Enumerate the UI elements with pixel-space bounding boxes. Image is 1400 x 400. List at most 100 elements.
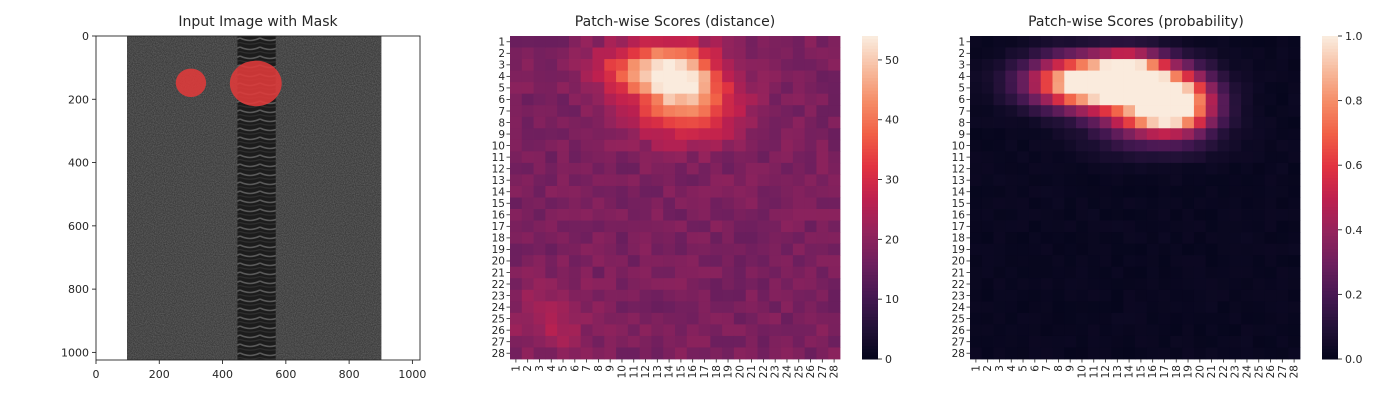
heatmap-cell — [1229, 185, 1242, 198]
heatmap-cell — [568, 139, 582, 152]
heatmap-cell — [722, 174, 735, 187]
heatmap-cell — [1229, 82, 1242, 95]
heatmap-cell — [1135, 185, 1148, 198]
heatmap-cell — [557, 36, 570, 48]
heatmap-cell — [639, 220, 652, 233]
heatmap-cell — [651, 312, 664, 325]
heatmap-cell — [804, 278, 817, 291]
heatmap-cell — [698, 232, 711, 245]
colorbar-segment — [862, 271, 878, 276]
heatmap-cell — [663, 289, 676, 302]
heatmap-cell — [828, 139, 841, 152]
heatmap-cell — [816, 70, 829, 83]
heatmap-cell — [639, 347, 652, 360]
heatmap-cell — [804, 347, 817, 360]
colorbar-segment — [862, 313, 878, 318]
heatmap-cell — [580, 324, 593, 337]
heatmap-cell — [1229, 232, 1242, 245]
heatmap-cell — [1241, 128, 1254, 141]
heatmap-cell — [1264, 59, 1277, 72]
heatmap-cell — [592, 220, 605, 233]
heatmap-cell — [981, 162, 994, 175]
heatmap-cell — [627, 301, 641, 314]
heatmap-y-tick-label: 17 — [492, 221, 505, 233]
heatmap-cell — [1052, 70, 1065, 83]
colorbar-segment — [1322, 262, 1338, 266]
heatmap-cell — [781, 324, 794, 337]
colorbar-segment — [1322, 223, 1338, 228]
heatmap-cell — [545, 174, 558, 187]
heatmap-cell — [769, 36, 782, 48]
heatmap-cell — [1111, 243, 1124, 256]
heatmap-cell — [1217, 47, 1230, 60]
heatmap-cell — [781, 70, 794, 83]
heatmap-cell — [1252, 278, 1266, 291]
heatmap-cell — [1229, 243, 1242, 256]
heatmap-cell — [533, 59, 546, 72]
heatmap-cell — [1205, 278, 1218, 291]
heatmap-cell — [616, 105, 629, 118]
heatmap-cell — [557, 197, 570, 210]
heatmap-cell — [1205, 162, 1218, 175]
heatmap-cell — [710, 232, 723, 245]
heatmap-cell — [604, 162, 617, 175]
heatmap-cell — [1252, 347, 1266, 360]
heatmap-cell — [521, 151, 534, 164]
heatmap-y-tick-label: 11 — [492, 152, 505, 164]
colorbar-segment — [1322, 336, 1338, 341]
heatmap-cell — [993, 255, 1006, 268]
colorbar-segment — [1322, 113, 1338, 118]
heatmap-cell — [686, 70, 699, 83]
heatmap-cell — [1288, 209, 1301, 221]
heatmap-cell — [510, 324, 523, 337]
heatmap-cell — [1205, 232, 1218, 245]
heatmap-cell — [828, 47, 841, 60]
heatmap-cell — [1205, 151, 1218, 164]
heatmap-cell — [616, 301, 629, 314]
heatmap-cell — [757, 324, 770, 337]
heatmap-cell — [1099, 312, 1112, 325]
heatmap-cell — [675, 278, 688, 291]
heatmap-cell — [733, 347, 747, 360]
image-x-tick-label: 400 — [212, 368, 233, 381]
heatmap-y-tick-label: 10 — [492, 140, 505, 152]
heatmap-cell — [792, 139, 806, 152]
heatmap-cell — [1111, 174, 1124, 187]
heatmap-cell — [1170, 209, 1183, 221]
heatmap-cell — [604, 185, 617, 198]
heatmap-cell — [639, 278, 652, 291]
heatmap-cell — [1040, 93, 1053, 106]
heatmap-cell — [1193, 243, 1207, 256]
heatmap-cell — [1217, 151, 1230, 164]
heatmap-cell — [1276, 59, 1289, 72]
colorbar-segment — [1322, 174, 1338, 179]
heatmap-cell — [1028, 209, 1042, 221]
heatmap-cell — [686, 209, 699, 221]
heatmap-cell — [1288, 151, 1301, 164]
heatmap-cell — [557, 59, 570, 72]
heatmap-cell — [1264, 243, 1277, 256]
heatmap-cell — [1252, 243, 1266, 256]
heatmap-cell — [970, 36, 983, 48]
heatmap-cell — [1229, 105, 1242, 118]
colorbar-segment — [862, 223, 878, 228]
heatmap-cell — [568, 151, 582, 164]
colorbar-segment — [862, 245, 878, 250]
colorbar-segment — [862, 255, 878, 260]
heatmap-cell — [604, 243, 617, 256]
heatmap-cell — [1170, 36, 1183, 48]
heatmap-cell — [1182, 162, 1195, 175]
colorbar-segment — [1322, 142, 1338, 147]
heatmap-cell — [604, 139, 617, 152]
heatmap-cell — [627, 116, 641, 129]
heatmap-cell — [1052, 232, 1065, 245]
heatmap-cell — [981, 185, 994, 198]
heatmap-cell — [1064, 197, 1077, 210]
heatmap-cell — [568, 312, 582, 325]
heatmap-x-tick-label: 5 — [1018, 365, 1030, 372]
heatmap-cell — [1146, 70, 1159, 83]
heatmap-cell — [1170, 335, 1183, 348]
heatmap-cell — [604, 312, 617, 325]
heatmap-cell — [1099, 324, 1112, 337]
heatmap-cell — [568, 47, 582, 60]
